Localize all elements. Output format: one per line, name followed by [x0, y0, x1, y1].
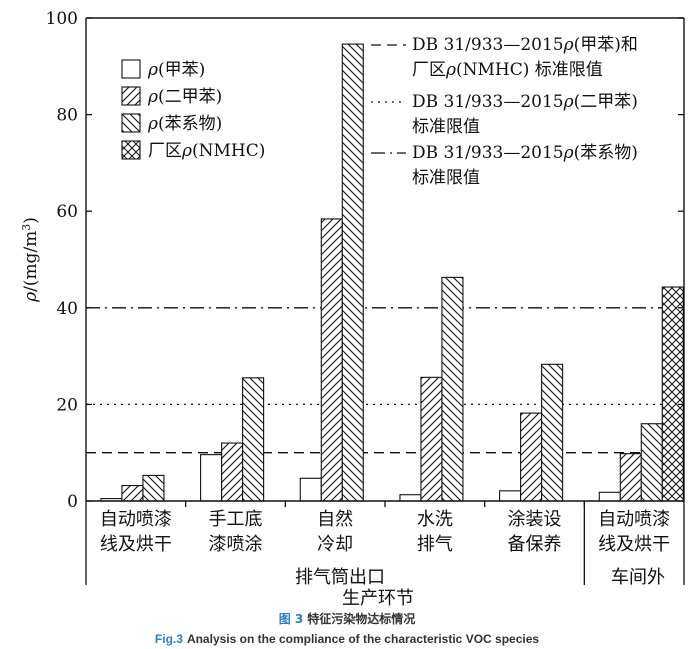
bar-2-cat-3: [320, 218, 343, 502]
bar-3-cat-1: [142, 474, 165, 502]
bar-2-cat-1: [121, 484, 144, 502]
reference-legend-part: 标准限值: [412, 168, 480, 188]
group-label-outlet: 排气筒出口: [295, 567, 385, 588]
x-category-label: 漆喷涂: [209, 534, 263, 555]
x-category-label: 手工底: [209, 509, 263, 530]
figure-number-en: Fig.3: [155, 632, 183, 646]
legend-rho: ρ: [147, 114, 158, 134]
bar-1-cat-6: [598, 491, 621, 502]
bar-2-cat-4: [420, 376, 443, 502]
reference-legend-part: (NMHC) 标准限值: [456, 60, 603, 80]
reference-legend-text: DB 31/933—2015ρ(苯系物): [412, 143, 638, 163]
x-category-label: 涂装设: [508, 509, 562, 530]
y-tick-label: 20: [56, 395, 78, 415]
reference-lines: [86, 307, 684, 454]
bar-1-cat-5: [499, 490, 522, 502]
y-tick-label: 40: [56, 299, 78, 319]
legend-rest: (苯系物): [158, 114, 222, 134]
figure-number-cn: 图 3: [279, 612, 304, 626]
bar-2-cat-5: [520, 412, 543, 502]
y-tick-label: 60: [56, 202, 78, 222]
y-axis-title-part: /(mg/m: [21, 231, 41, 292]
legend-swatch-3: [121, 113, 141, 133]
x-category-label: 线及烘干: [598, 534, 670, 555]
reference-legend-part: ρ: [563, 35, 574, 55]
y-tick-label: 100: [46, 9, 78, 29]
bar-2-cat-6: [619, 453, 642, 502]
reference-legend-part: (甲苯)和: [574, 35, 638, 55]
figure-caption-cn: 图 3 特征污染物达标情况: [279, 611, 416, 626]
reference-legend-text: 标准限值: [412, 168, 480, 188]
legend-rho: ρ: [147, 87, 158, 107]
reference-legend-part: (苯系物): [574, 143, 638, 163]
legend-rest: (甲苯): [158, 60, 205, 80]
x-category-label: 排气: [417, 534, 453, 555]
legend-entry-3: ρ(苯系物): [147, 114, 222, 134]
legend-entry-4: 厂区ρ(NMHC): [148, 141, 265, 161]
legend-entry-2: ρ(二甲苯): [147, 87, 222, 107]
reference-legend-part: 标准限值: [412, 117, 480, 137]
y-axis-title-part: 3: [20, 224, 33, 231]
reference-legend-text: 标准限值: [412, 117, 480, 137]
bar-3-cat-6: [640, 423, 663, 502]
x-category-label: 水洗: [417, 509, 453, 530]
legend-entry-1: ρ(甲苯): [147, 60, 205, 80]
reference-legend-part: (二甲苯): [574, 92, 638, 112]
bar-3-cat-4: [441, 276, 464, 502]
bar-3-cat-5: [541, 363, 564, 502]
x-axis-title: 生产环节: [342, 588, 414, 609]
x-category-label: 自动喷漆: [100, 509, 172, 530]
y-axis-title: ρ/(mg/m3): [20, 217, 42, 303]
figure-caption-en: Fig.3 Analysis on the compliance of the c…: [155, 632, 539, 646]
bar-1-cat-2: [200, 454, 223, 502]
bar-2-cat-2: [221, 442, 244, 502]
x-category-label: 线及烘干: [100, 534, 172, 555]
y-axis-title-part: ρ: [21, 292, 41, 303]
bar-1-cat-3: [299, 477, 322, 502]
reference-legend-part: ρ: [563, 92, 574, 112]
reference-legend-text: DB 31/933—2015ρ(甲苯)和: [412, 35, 638, 55]
x-category-label: 自动喷漆: [598, 509, 670, 530]
x-category-label: 备保养: [508, 534, 562, 555]
legend-swatch-2: [121, 86, 141, 106]
bar-3-cat-2: [242, 377, 265, 502]
reference-legend-part: ρ: [563, 143, 574, 163]
reference-legend-text: DB 31/933—2015ρ(二甲苯): [412, 92, 638, 112]
x-category-label: 自然: [317, 509, 353, 530]
group-label-workshop: 车间外: [611, 567, 665, 588]
y-tick-label: 0: [67, 492, 78, 512]
bar-3-cat-3: [341, 43, 364, 502]
legend-rest: (二甲苯): [158, 87, 222, 107]
legend-rho: ρ: [181, 141, 192, 161]
reference-legend-part: 厂区: [412, 60, 446, 80]
legend-rho: ρ: [147, 60, 158, 80]
reference-legend-part: DB 31/933—2015: [412, 35, 564, 55]
x-category-label: 冷却: [317, 534, 353, 555]
bar-4-cat-6: [661, 286, 684, 502]
reference-legend-text: 厂区ρ(NMHC) 标准限值: [412, 60, 603, 80]
reference-legend-part: ρ: [445, 60, 456, 80]
figure-title-en: Analysis on the compliance of the charac…: [187, 632, 539, 646]
legend-pre: 厂区: [148, 141, 182, 161]
figure-title-cn: 特征污染物达标情况: [307, 611, 415, 626]
bars: [100, 43, 684, 502]
bar-1-cat-4: [399, 494, 422, 502]
reference-legend-part: DB 31/933—2015: [412, 143, 564, 163]
legend-swatch-4: [121, 140, 141, 160]
y-tick-label: 80: [56, 106, 78, 126]
legend: ρ(甲苯)ρ(二甲苯)ρ(苯系物)厂区ρ(NMHC): [121, 59, 265, 161]
y-axis-title-part: ): [21, 217, 41, 224]
reference-legend-part: DB 31/933—2015: [412, 92, 564, 112]
legend-swatch-1: [121, 59, 141, 79]
legend-rest: (NMHC): [192, 141, 265, 161]
